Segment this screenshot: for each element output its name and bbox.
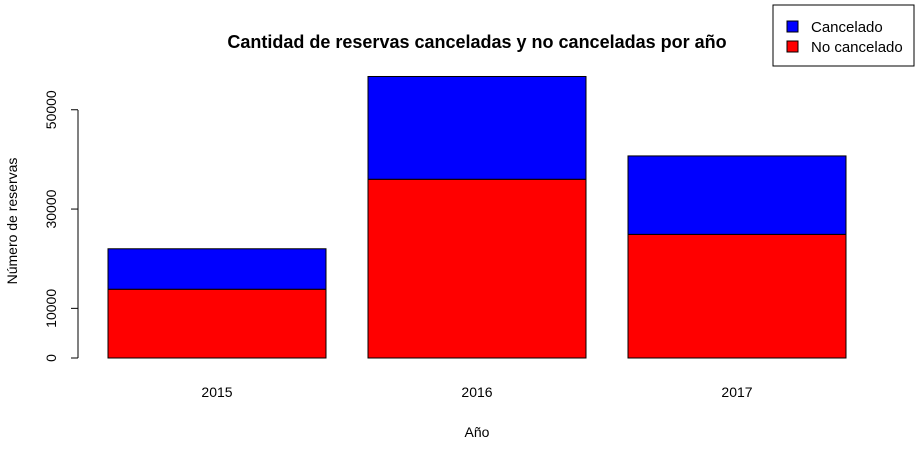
bar-2016-no-cancelado (367, 178, 587, 359)
y-axis: 0 10000 30000 50000 (43, 90, 79, 362)
bar-2017-cancelado (627, 155, 847, 235)
legend-label-no-cancelado: No cancelado (811, 39, 903, 56)
bar-2017-no-cancelado (627, 233, 847, 359)
x-axis-label: Año (465, 424, 490, 440)
plot-area (107, 75, 847, 359)
x-tick-label-2016: 2016 (461, 384, 492, 400)
bar-2016-cancelado (367, 75, 587, 180)
y-axis-label: Número de reservas (4, 158, 20, 285)
bar-2015-no-cancelado (107, 288, 327, 359)
legend-swatch-cancelado (786, 20, 799, 33)
x-tick-labels: 2015 2016 2017 (201, 384, 752, 400)
bar-2015-cancelado (107, 248, 327, 290)
legend-box (772, 4, 915, 67)
legend-swatch-no-cancelado (786, 40, 799, 53)
x-tick-label-2017: 2017 (721, 384, 752, 400)
legend-label-cancelado: Cancelado (811, 19, 883, 36)
legend: Cancelado No cancelado (772, 4, 915, 67)
y-tick-label: 50000 (43, 90, 59, 129)
y-tick-label: 0 (43, 354, 59, 362)
y-tick-label: 10000 (43, 289, 59, 328)
chart-title: Cantidad de reservas canceladas y no can… (227, 32, 726, 52)
x-tick-label-2015: 2015 (201, 384, 232, 400)
y-tick-label: 30000 (43, 189, 59, 228)
